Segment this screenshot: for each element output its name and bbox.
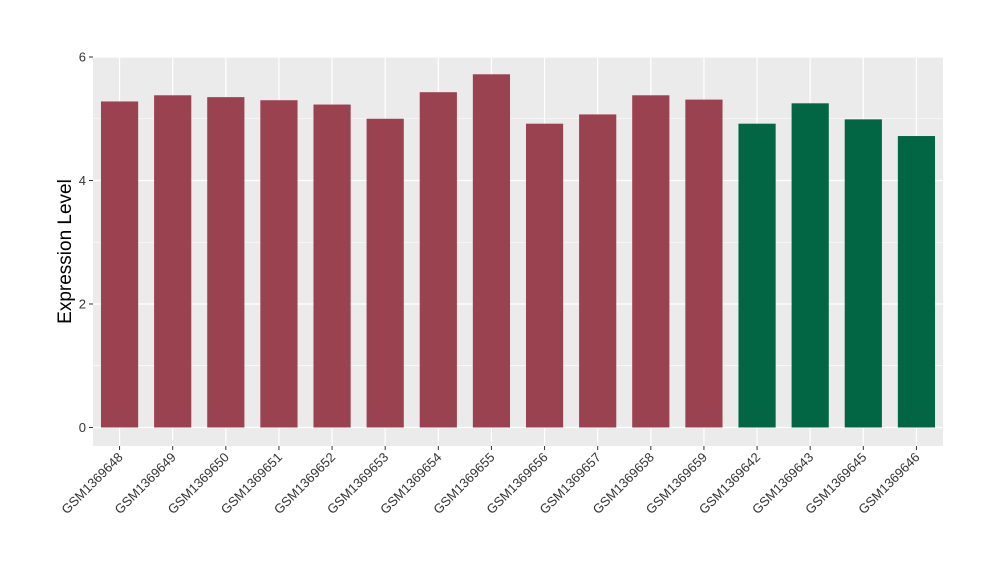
y-tick-label: 4 <box>79 173 86 188</box>
bar-GSM1369650 <box>207 97 245 428</box>
bar-GSM1369642 <box>738 123 776 428</box>
bar-GSM1369648 <box>100 101 139 428</box>
bar-GSM1369654 <box>419 92 457 428</box>
bar-GSM1369655 <box>472 74 511 428</box>
bar-GSM1369657 <box>579 114 617 428</box>
bar-GSM1369653 <box>366 118 404 428</box>
bar-GSM1369651 <box>260 100 298 428</box>
y-axis-title: Expression Level <box>55 179 76 324</box>
bar-GSM1369645 <box>844 119 882 428</box>
y-tick-label: 2 <box>79 296 86 311</box>
y-axis: 0 2 4 6 <box>79 50 93 435</box>
y-tick-label: 0 <box>79 420 86 435</box>
bar-GSM1369652 <box>313 104 351 428</box>
bars <box>100 74 936 428</box>
x-axis: GSM1369648GSM1369649GSM1369650GSM1369651… <box>58 446 923 517</box>
bar-GSM1369659 <box>685 99 723 428</box>
y-tick-label: 6 <box>79 50 86 65</box>
bar-GSM1369646 <box>897 136 936 428</box>
bar-GSM1369643 <box>791 103 829 428</box>
bar-GSM1369656 <box>525 123 564 428</box>
bar-GSM1369658 <box>632 95 670 428</box>
bar-GSM1369649 <box>154 95 192 428</box>
